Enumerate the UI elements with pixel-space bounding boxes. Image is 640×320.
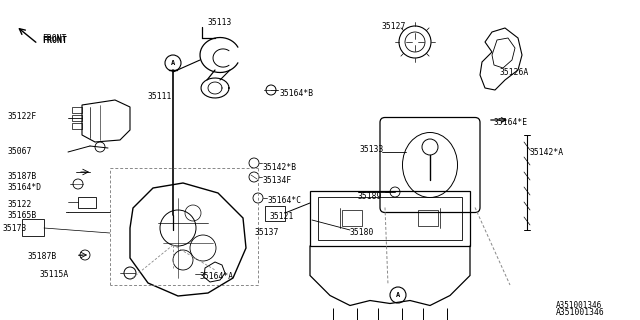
Text: 35164*B: 35164*B bbox=[280, 89, 314, 98]
Bar bbox=[310, 190, 470, 245]
Text: 35164*C: 35164*C bbox=[268, 196, 302, 205]
Text: 35127: 35127 bbox=[382, 22, 406, 31]
Bar bbox=[72, 115, 82, 121]
Text: 35189: 35189 bbox=[358, 192, 382, 201]
Text: 35164*E: 35164*E bbox=[494, 118, 528, 127]
Text: 35122F: 35122F bbox=[8, 112, 37, 121]
Bar bbox=[72, 107, 82, 113]
Text: 35121: 35121 bbox=[270, 212, 294, 221]
Text: A: A bbox=[171, 60, 175, 66]
Bar bbox=[78, 197, 96, 208]
Bar bbox=[22, 219, 44, 236]
Bar bbox=[318, 196, 462, 239]
Text: 35137: 35137 bbox=[255, 228, 280, 237]
Text: 35164*A: 35164*A bbox=[200, 272, 234, 281]
Text: A: A bbox=[396, 292, 400, 298]
Text: A351001346: A351001346 bbox=[556, 301, 602, 310]
Bar bbox=[418, 210, 438, 226]
Text: FRONT: FRONT bbox=[42, 36, 67, 45]
Text: 35134F: 35134F bbox=[263, 176, 292, 185]
Text: 35115A: 35115A bbox=[40, 270, 69, 279]
Text: FRONT: FRONT bbox=[42, 34, 67, 43]
Text: 35142*A: 35142*A bbox=[530, 148, 564, 157]
Bar bbox=[265, 206, 285, 221]
Text: 35187B: 35187B bbox=[8, 172, 37, 181]
Text: 35111: 35111 bbox=[148, 92, 172, 101]
Bar bbox=[342, 210, 362, 226]
Text: 35180: 35180 bbox=[350, 228, 374, 237]
Text: 35173: 35173 bbox=[3, 224, 28, 233]
Text: 35067: 35067 bbox=[8, 147, 33, 156]
Text: 35142*B: 35142*B bbox=[263, 163, 297, 172]
Text: 35113: 35113 bbox=[208, 18, 232, 27]
Text: 35126A: 35126A bbox=[500, 68, 529, 77]
Text: 35133: 35133 bbox=[360, 145, 385, 154]
Text: 35187B: 35187B bbox=[28, 252, 57, 261]
Text: A351001346: A351001346 bbox=[556, 308, 605, 317]
Bar bbox=[72, 123, 82, 129]
Text: 35165B: 35165B bbox=[8, 211, 37, 220]
Text: 35164*D: 35164*D bbox=[8, 183, 42, 192]
Text: 35122: 35122 bbox=[8, 200, 33, 209]
